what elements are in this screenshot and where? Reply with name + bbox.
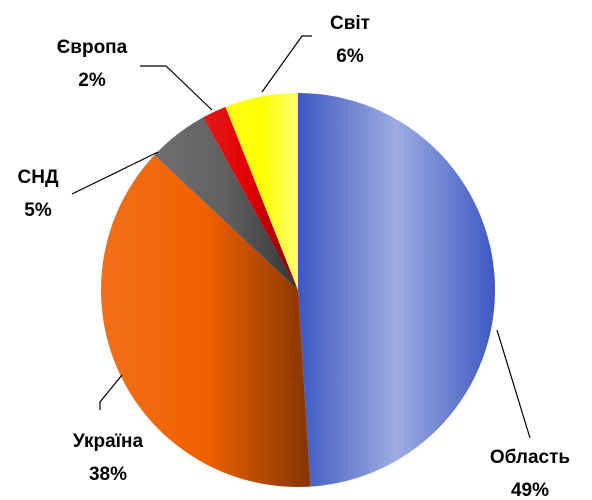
leader-line (261, 35, 312, 93)
slice-value-label: 2% (78, 70, 106, 91)
leader-line (140, 65, 213, 111)
slice-value-label: 49% (511, 480, 549, 500)
pie-slice (101, 155, 311, 488)
slice-label: СНД (18, 167, 59, 188)
slice-label: Область (490, 447, 570, 468)
slice-value-label: 38% (89, 464, 127, 485)
leader-line (496, 329, 531, 439)
slice-label: Україна (73, 431, 144, 452)
slice-label: Світ (330, 13, 370, 34)
pie-slice (154, 117, 298, 290)
leader-line (99, 374, 123, 410)
slice-value-label: 6% (336, 46, 364, 67)
leader-line (71, 151, 159, 195)
slice-label: Європа (57, 37, 128, 58)
pie-slice (298, 93, 495, 487)
pie-slice (225, 93, 298, 290)
slice-value-label: 5% (24, 200, 52, 221)
pie-slice (203, 106, 298, 290)
